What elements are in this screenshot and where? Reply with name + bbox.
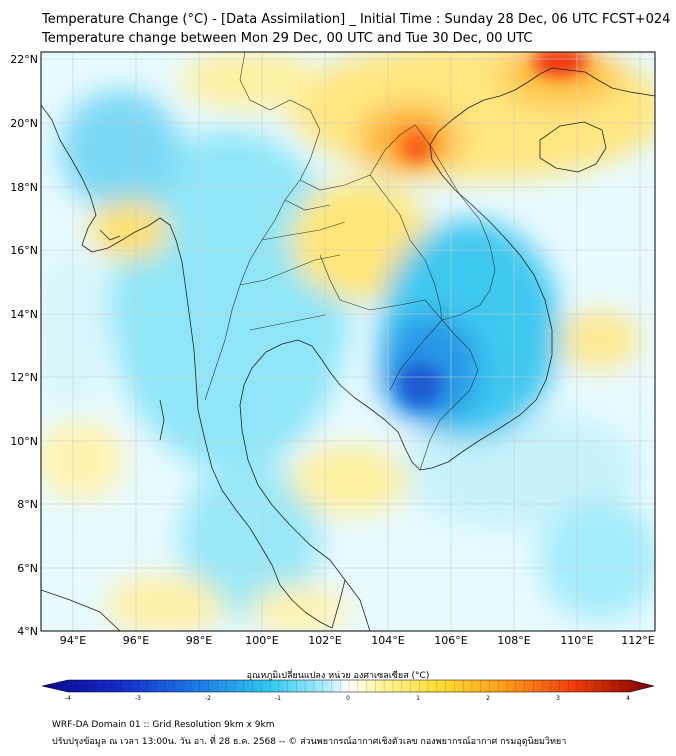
colorbar-tick: -3 [135, 695, 141, 702]
lon-tick: 100°E [245, 634, 278, 647]
colorbar-label: อุณหภูมิเปลี่ยนแปลง หน่วย องศาเซลเซียส (… [246, 671, 430, 681]
temperature-field [41, 52, 655, 631]
lon-tick: 104°E [371, 634, 404, 647]
lon-tick: 110°E [560, 634, 593, 647]
colorbar-tick: -2 [205, 695, 211, 702]
map-gridlines [41, 52, 655, 631]
lat-tick: 20°N [10, 117, 38, 130]
lon-tick: 108°E [497, 634, 530, 647]
lon-tick: 96°E [123, 634, 149, 647]
colorbar-tick: -1 [275, 695, 281, 702]
lat-axis: 22°N 20°N 18°N 16°N 14°N 12°N 10°N 8°N 6… [10, 53, 38, 638]
lat-tick: 22°N [10, 53, 38, 66]
colorbar-tick: 0 [346, 695, 350, 702]
colorbar-tick: 2 [486, 695, 490, 702]
lat-tick: 10°N [10, 435, 38, 448]
lat-tick: 12°N [10, 371, 38, 384]
lat-tick: 6°N [17, 562, 38, 575]
footer-credit: ปรับปรุงข้อมูล ณ เวลา 13:00น. วัน อา. ที… [52, 737, 567, 747]
colorbar: -4 -3 -2 -1 0 1 2 3 4 [41, 679, 655, 702]
map-frame [40, 51, 656, 632]
colorbar-tick: 3 [556, 695, 560, 702]
country-borders [204, 52, 496, 471]
lon-tick: 106°E [434, 634, 467, 647]
chart-title: Temperature Change (°C) - [Data Assimila… [42, 12, 671, 27]
lat-tick: 16°N [10, 244, 38, 257]
lat-tick: 8°N [17, 498, 38, 511]
colorbar-tick: 4 [626, 695, 630, 702]
lat-tick: 18°N [10, 181, 38, 194]
lon-tick: 94°E [60, 634, 86, 647]
colorbar-bar [41, 679, 655, 693]
footer-model-info: WRF-DA Domain 01 :: Grid Resolution 9km … [52, 720, 275, 730]
colorbar-tick: 1 [416, 695, 420, 702]
lon-tick: 102°E [308, 634, 341, 647]
lat-tick: 14°N [10, 308, 38, 321]
chart-subtitle: Temperature change between Mon 29 Dec, 0… [42, 31, 533, 46]
lon-tick: 112°E [621, 634, 654, 647]
lon-axis: 94°E 96°E 98°E 100°E 102°E 104°E 106°E 1… [60, 634, 655, 647]
coastlines [41, 67, 655, 631]
lon-tick: 98°E [186, 634, 212, 647]
colorbar-tick: -4 [65, 695, 71, 702]
lat-tick: 4°N [17, 625, 38, 638]
